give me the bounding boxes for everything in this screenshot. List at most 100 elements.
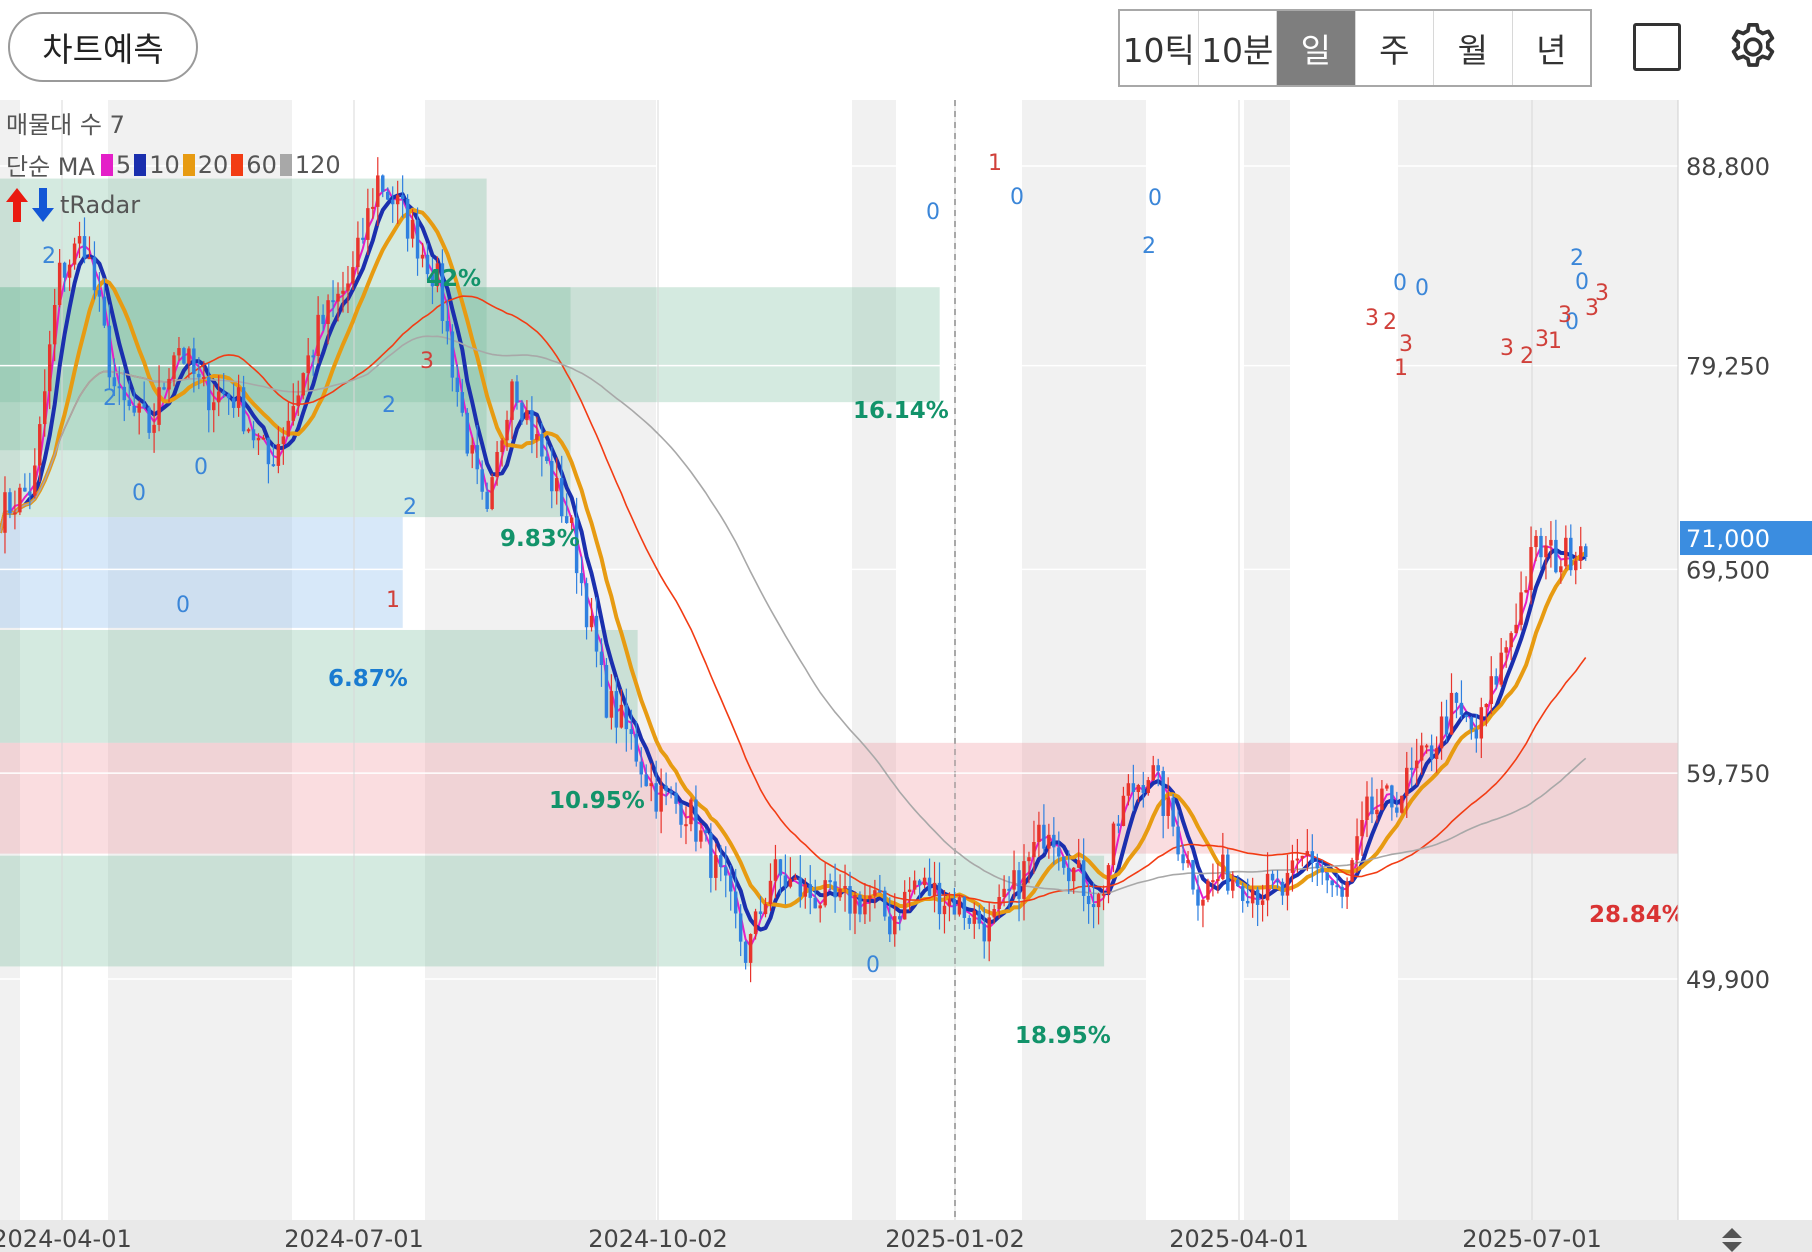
candle-body (172, 355, 176, 379)
candle-body (559, 478, 564, 517)
candle-body (197, 373, 201, 378)
candle-body (674, 792, 678, 804)
candle-body (1275, 880, 1280, 883)
candle-body (1370, 796, 1374, 815)
candle-body (291, 406, 296, 421)
candle-body (1191, 860, 1195, 890)
candle-body (1320, 868, 1324, 873)
candle-body (177, 348, 181, 356)
candle-body (1300, 855, 1305, 859)
candle-body (584, 583, 589, 628)
candle-body (773, 859, 778, 881)
candle-body (33, 465, 37, 496)
signal-digit: 2 (1570, 246, 1584, 271)
current-price-marker (1680, 521, 1812, 556)
candle-body (1385, 785, 1389, 789)
signal-digit: 1 (1394, 356, 1408, 381)
candle-body (1499, 652, 1503, 685)
candle-body (714, 855, 718, 878)
candle-body (395, 195, 400, 205)
chevron-down-icon (1722, 1242, 1742, 1252)
candle-body (117, 386, 122, 389)
candle-body (1315, 862, 1320, 869)
candle-body (1305, 851, 1310, 856)
axis-scroll-handle[interactable] (1722, 1228, 1742, 1252)
signal-digit: 1 (1548, 329, 1562, 354)
ma-period-label: 5 (115, 150, 132, 179)
candle-body (1071, 867, 1076, 882)
month-band (292, 100, 425, 1220)
candle-body (1156, 765, 1160, 771)
candle-body (505, 419, 509, 441)
candle-body (152, 424, 156, 433)
price-chart[interactable]: 42% 16.14% 9.83% 6.87% 10.95% 28.84% 18.95% 2 0 0… (0, 100, 1812, 1252)
candle-body (1211, 880, 1215, 883)
signal-digit: 0 (926, 200, 940, 225)
candle-body (62, 262, 67, 278)
period-tab-day[interactable]: 일 (1277, 11, 1356, 85)
candle-body (922, 877, 927, 886)
candle-body (525, 410, 529, 421)
candle-body (569, 517, 574, 524)
candle-body (649, 783, 653, 787)
candle-body (704, 830, 708, 834)
period-tab-month[interactable]: 월 (1434, 11, 1513, 85)
candle-body (768, 880, 773, 905)
period-tab-year[interactable]: 년 (1536, 31, 1567, 70)
current-price-label: 71,000 (1686, 525, 1770, 553)
candle-body (420, 254, 425, 259)
candle-body (445, 320, 450, 332)
candle-body (1395, 807, 1399, 813)
candle-body (1310, 851, 1315, 863)
date-axis-tick: 2024-07-01 (284, 1225, 423, 1252)
candle-body (1240, 886, 1245, 901)
candle-body (415, 219, 420, 259)
candle-body (540, 434, 544, 457)
candle-body (82, 236, 87, 258)
candle-body (1027, 857, 1031, 862)
candle-body (1186, 860, 1190, 864)
candle-body (202, 377, 206, 380)
candle-body (1489, 676, 1493, 704)
candle-body (1325, 872, 1329, 881)
candle-body (897, 916, 902, 920)
candle-body (550, 461, 554, 492)
date-axis-tick: 2025-07-01 (1462, 1225, 1601, 1252)
price-zone (0, 287, 571, 518)
candle-body (1424, 745, 1429, 748)
period-tab-week[interactable]: 주 (1356, 11, 1434, 85)
candle-body (92, 257, 97, 291)
candle-body (52, 305, 57, 345)
zone-percent-label: 42% (426, 266, 481, 292)
gear-icon[interactable] (1725, 19, 1781, 75)
candle-body (604, 665, 609, 718)
candle-body (301, 373, 305, 396)
candle-body (23, 487, 27, 492)
candle-body (1345, 881, 1349, 897)
candle-body (1380, 788, 1384, 810)
candle-body (1171, 797, 1175, 827)
candle-body (127, 400, 131, 406)
price-axis-tick: 49,900 (1686, 966, 1770, 994)
candlestick-chart[interactable]: 42%16.14%9.83%6.87%10.95%28.84%18.95%200… (0, 100, 1812, 1252)
candle-body (1409, 767, 1414, 770)
month-band (656, 100, 852, 1220)
candle-body (664, 785, 668, 791)
candle-body (296, 395, 300, 407)
candle-body (182, 348, 186, 364)
period-tab-10tick[interactable]: 10틱 (1120, 11, 1199, 85)
candle-body (67, 264, 72, 278)
volume-profile-legend: 매물대 수 7 (6, 111, 125, 139)
candle-body (609, 691, 614, 718)
candle-body (873, 890, 877, 896)
candle-body (1544, 545, 1548, 558)
chart-predict-button[interactable]: 차트예측 (8, 12, 198, 82)
square-icon[interactable] (1633, 23, 1681, 71)
candle-body (823, 880, 827, 906)
candle-body (624, 704, 629, 730)
period-tab-10min[interactable]: 10분 (1199, 11, 1277, 85)
signal-digit: 3 (1558, 303, 1572, 328)
candle-body (594, 615, 599, 652)
candle-body (157, 387, 161, 425)
candle-body (1579, 546, 1583, 561)
